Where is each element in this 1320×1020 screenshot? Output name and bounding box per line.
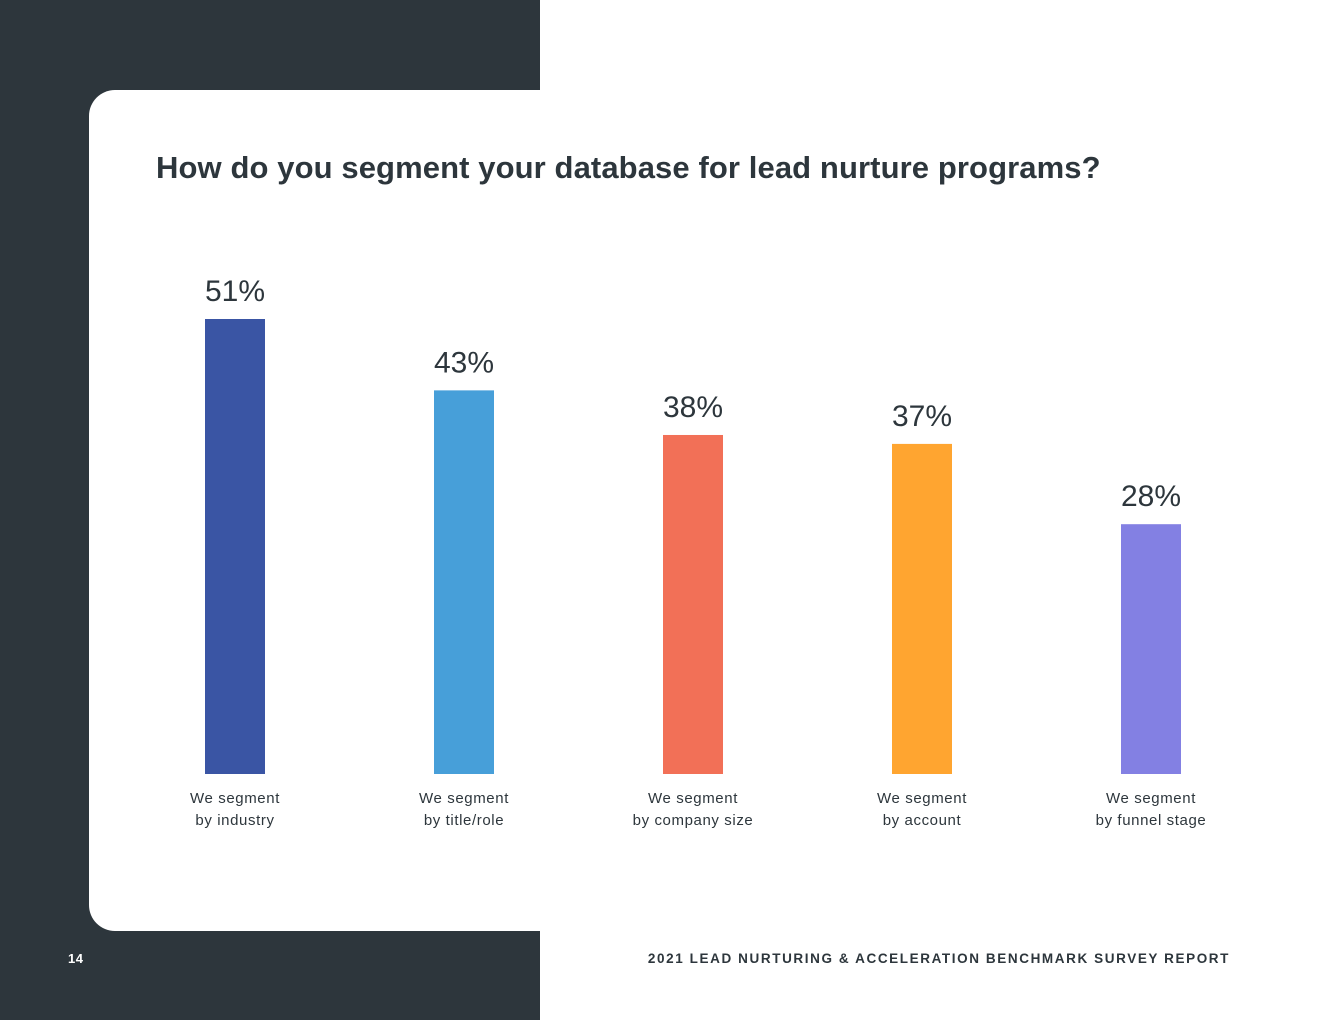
bar-3: [663, 434, 723, 774]
value-label-1: 51%: [205, 275, 265, 308]
value-label-5: 28%: [1121, 480, 1181, 513]
category-label-1-line-1: We segment: [190, 790, 280, 807]
bar-4: [892, 443, 952, 774]
category-label-3-line-2: by company size: [633, 812, 754, 829]
category-label-4-line-2: by account: [883, 812, 962, 829]
value-label-4: 37%: [892, 400, 952, 433]
category-label-5-line-2: by funnel stage: [1096, 812, 1207, 829]
category-label-3-line-1: We segment: [648, 790, 738, 807]
category-label-5-line-1: We segment: [1106, 790, 1196, 807]
category-label-2-line-1: We segment: [419, 790, 509, 807]
value-label-3: 38%: [663, 391, 723, 424]
bar-5: [1121, 524, 1181, 774]
value-label-2: 43%: [434, 346, 494, 379]
report-title: 2021 LEAD NURTURING & ACCELERATION BENCH…: [647, 951, 1230, 966]
category-label-1-line-2: by industry: [195, 812, 274, 829]
category-label-2-line-2: by title/role: [424, 812, 504, 829]
page-number: 14: [68, 951, 84, 966]
chart-title: How do you segment your database for lea…: [156, 150, 1101, 185]
category-label-4-line-1: We segment: [877, 790, 967, 807]
bar-2: [434, 390, 494, 774]
bar-1: [205, 319, 265, 774]
